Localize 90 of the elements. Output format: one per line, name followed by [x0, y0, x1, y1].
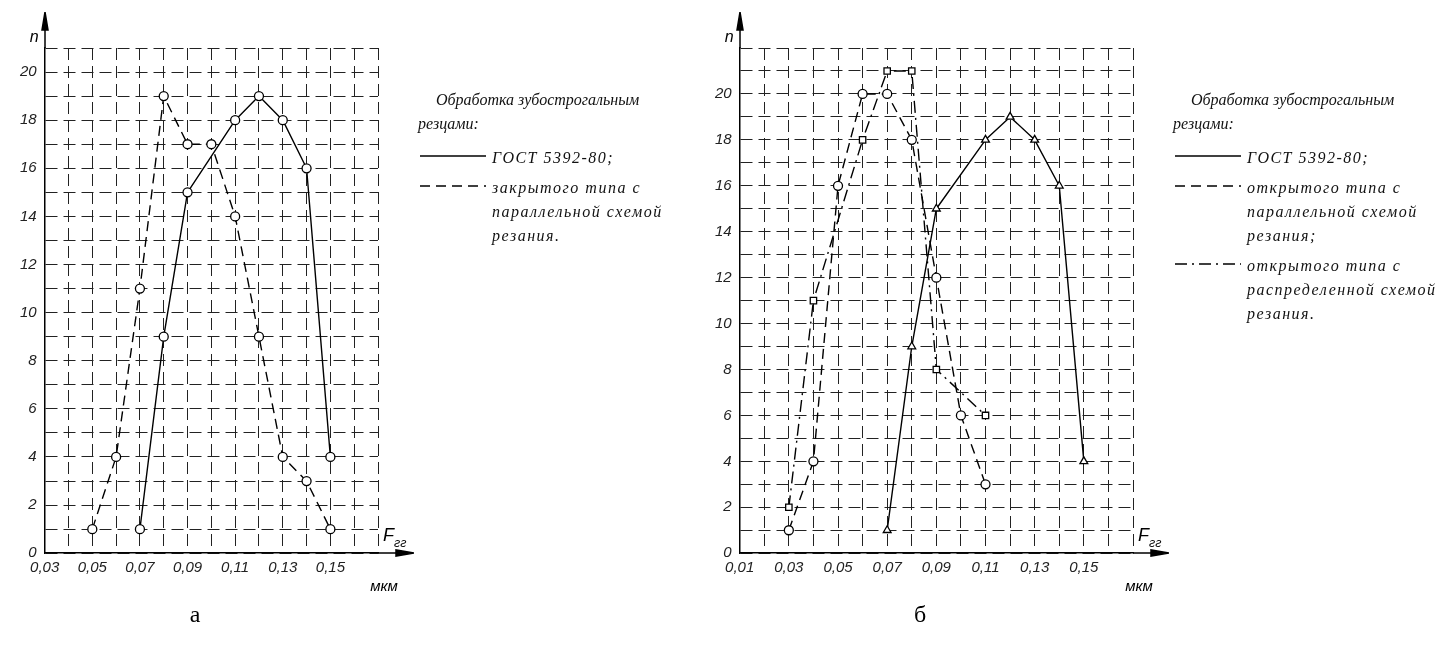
legend-title: Обработка зубострогальным резцами: — [418, 90, 641, 135]
y-tick-label: 2 — [27, 495, 38, 513]
legend-label: закрытого типа с параллельной схемой резания. — [492, 178, 664, 247]
y-tick-label: 0 — [28, 543, 38, 561]
point — [206, 139, 217, 150]
y-tick-label: 2 — [722, 497, 733, 515]
y-tick-label: 8 — [28, 350, 38, 368]
point — [253, 90, 265, 102]
point — [980, 479, 991, 490]
legend-label: ГОСТ 5392-80; — [492, 148, 615, 168]
point — [134, 523, 146, 535]
point — [110, 451, 122, 463]
x-tick-label: 0,09 — [172, 558, 203, 576]
text: а — [189, 600, 201, 627]
point — [277, 451, 288, 463]
x-tick-label: 0,01 — [725, 558, 755, 576]
point — [955, 410, 967, 421]
point — [858, 136, 867, 144]
point — [931, 272, 942, 283]
y-tick-label: 20 — [19, 62, 38, 80]
text: мкм — [1125, 577, 1153, 595]
y-tick-label: 10 — [20, 302, 38, 320]
legend-title: Обработка зубострогальным резцами: — [1173, 90, 1396, 135]
y-tick-label: 18 — [715, 130, 733, 148]
point — [832, 180, 844, 191]
y-tick-label: 14 — [20, 206, 37, 224]
point — [980, 134, 991, 143]
point — [785, 503, 793, 512]
x-tick-label: 0,05 — [823, 558, 854, 576]
x-tick-label: 0,03 — [774, 558, 805, 576]
point — [253, 331, 265, 342]
point — [883, 67, 892, 75]
y-tick-label: 16 — [20, 158, 38, 176]
point — [325, 451, 336, 463]
point — [230, 211, 241, 222]
point — [158, 90, 169, 102]
point — [906, 134, 917, 145]
y-tick-label: 10 — [715, 313, 733, 331]
y-tick-label: 4 — [723, 451, 732, 469]
point — [277, 115, 288, 126]
point — [882, 88, 893, 100]
x-tick-label: 0,09 — [921, 558, 952, 576]
y-tick-label: 12 — [715, 267, 733, 285]
point — [230, 115, 241, 126]
y-axis-title: n — [29, 28, 39, 45]
point — [182, 139, 193, 150]
point — [1030, 134, 1040, 143]
point — [158, 331, 169, 342]
point — [87, 523, 98, 535]
point — [907, 341, 917, 350]
y-tick-label: 6 — [723, 405, 733, 423]
y-tick-label: 16 — [715, 175, 733, 193]
y-axis-title: n — [724, 28, 734, 45]
x-tick-label: 0,07 — [125, 558, 156, 576]
x-tick-label: 0,15 — [1069, 558, 1100, 576]
point — [808, 456, 819, 467]
point — [1079, 456, 1089, 465]
y-tick-label: 14 — [715, 221, 732, 239]
x-tick-label: 0,05 — [77, 558, 108, 576]
point — [325, 523, 336, 535]
x-tick-label: 0,07 — [872, 558, 903, 576]
point — [134, 283, 146, 294]
y-tick-label: 18 — [20, 110, 38, 128]
x-tick-label: 0,11 — [971, 558, 1000, 576]
point — [857, 88, 868, 100]
x-tick-label: 0,11 — [221, 558, 250, 576]
y-tick-label: 12 — [20, 254, 38, 272]
point — [301, 163, 312, 174]
point — [882, 525, 892, 534]
x-tick-label: 0,13 — [1020, 558, 1050, 576]
text: б — [913, 600, 927, 627]
x-tick-label: 0,03 — [30, 558, 60, 576]
point — [301, 475, 312, 487]
x-tick-label: 0,13 — [268, 558, 299, 576]
y-tick-label: 20 — [714, 84, 733, 102]
y-tick-label: 6 — [28, 399, 38, 417]
point — [783, 525, 794, 536]
point — [907, 67, 916, 75]
y-tick-label: 4 — [28, 447, 37, 465]
x-tick-label: 0,15 — [315, 558, 346, 576]
point — [1005, 111, 1015, 120]
y-tick-label: 8 — [723, 359, 733, 377]
point — [931, 203, 941, 212]
text: мкм — [370, 577, 398, 595]
legend-label: открытого типа с параллельной схемой резания; — [1247, 178, 1419, 247]
point — [182, 187, 193, 198]
legend-label: открытого типа с распределенной схемой резания. — [1247, 256, 1438, 325]
legend-label: ГОСТ 5392-80; — [1247, 148, 1370, 168]
point — [1054, 180, 1064, 189]
y-tick-label: 0 — [723, 543, 733, 561]
